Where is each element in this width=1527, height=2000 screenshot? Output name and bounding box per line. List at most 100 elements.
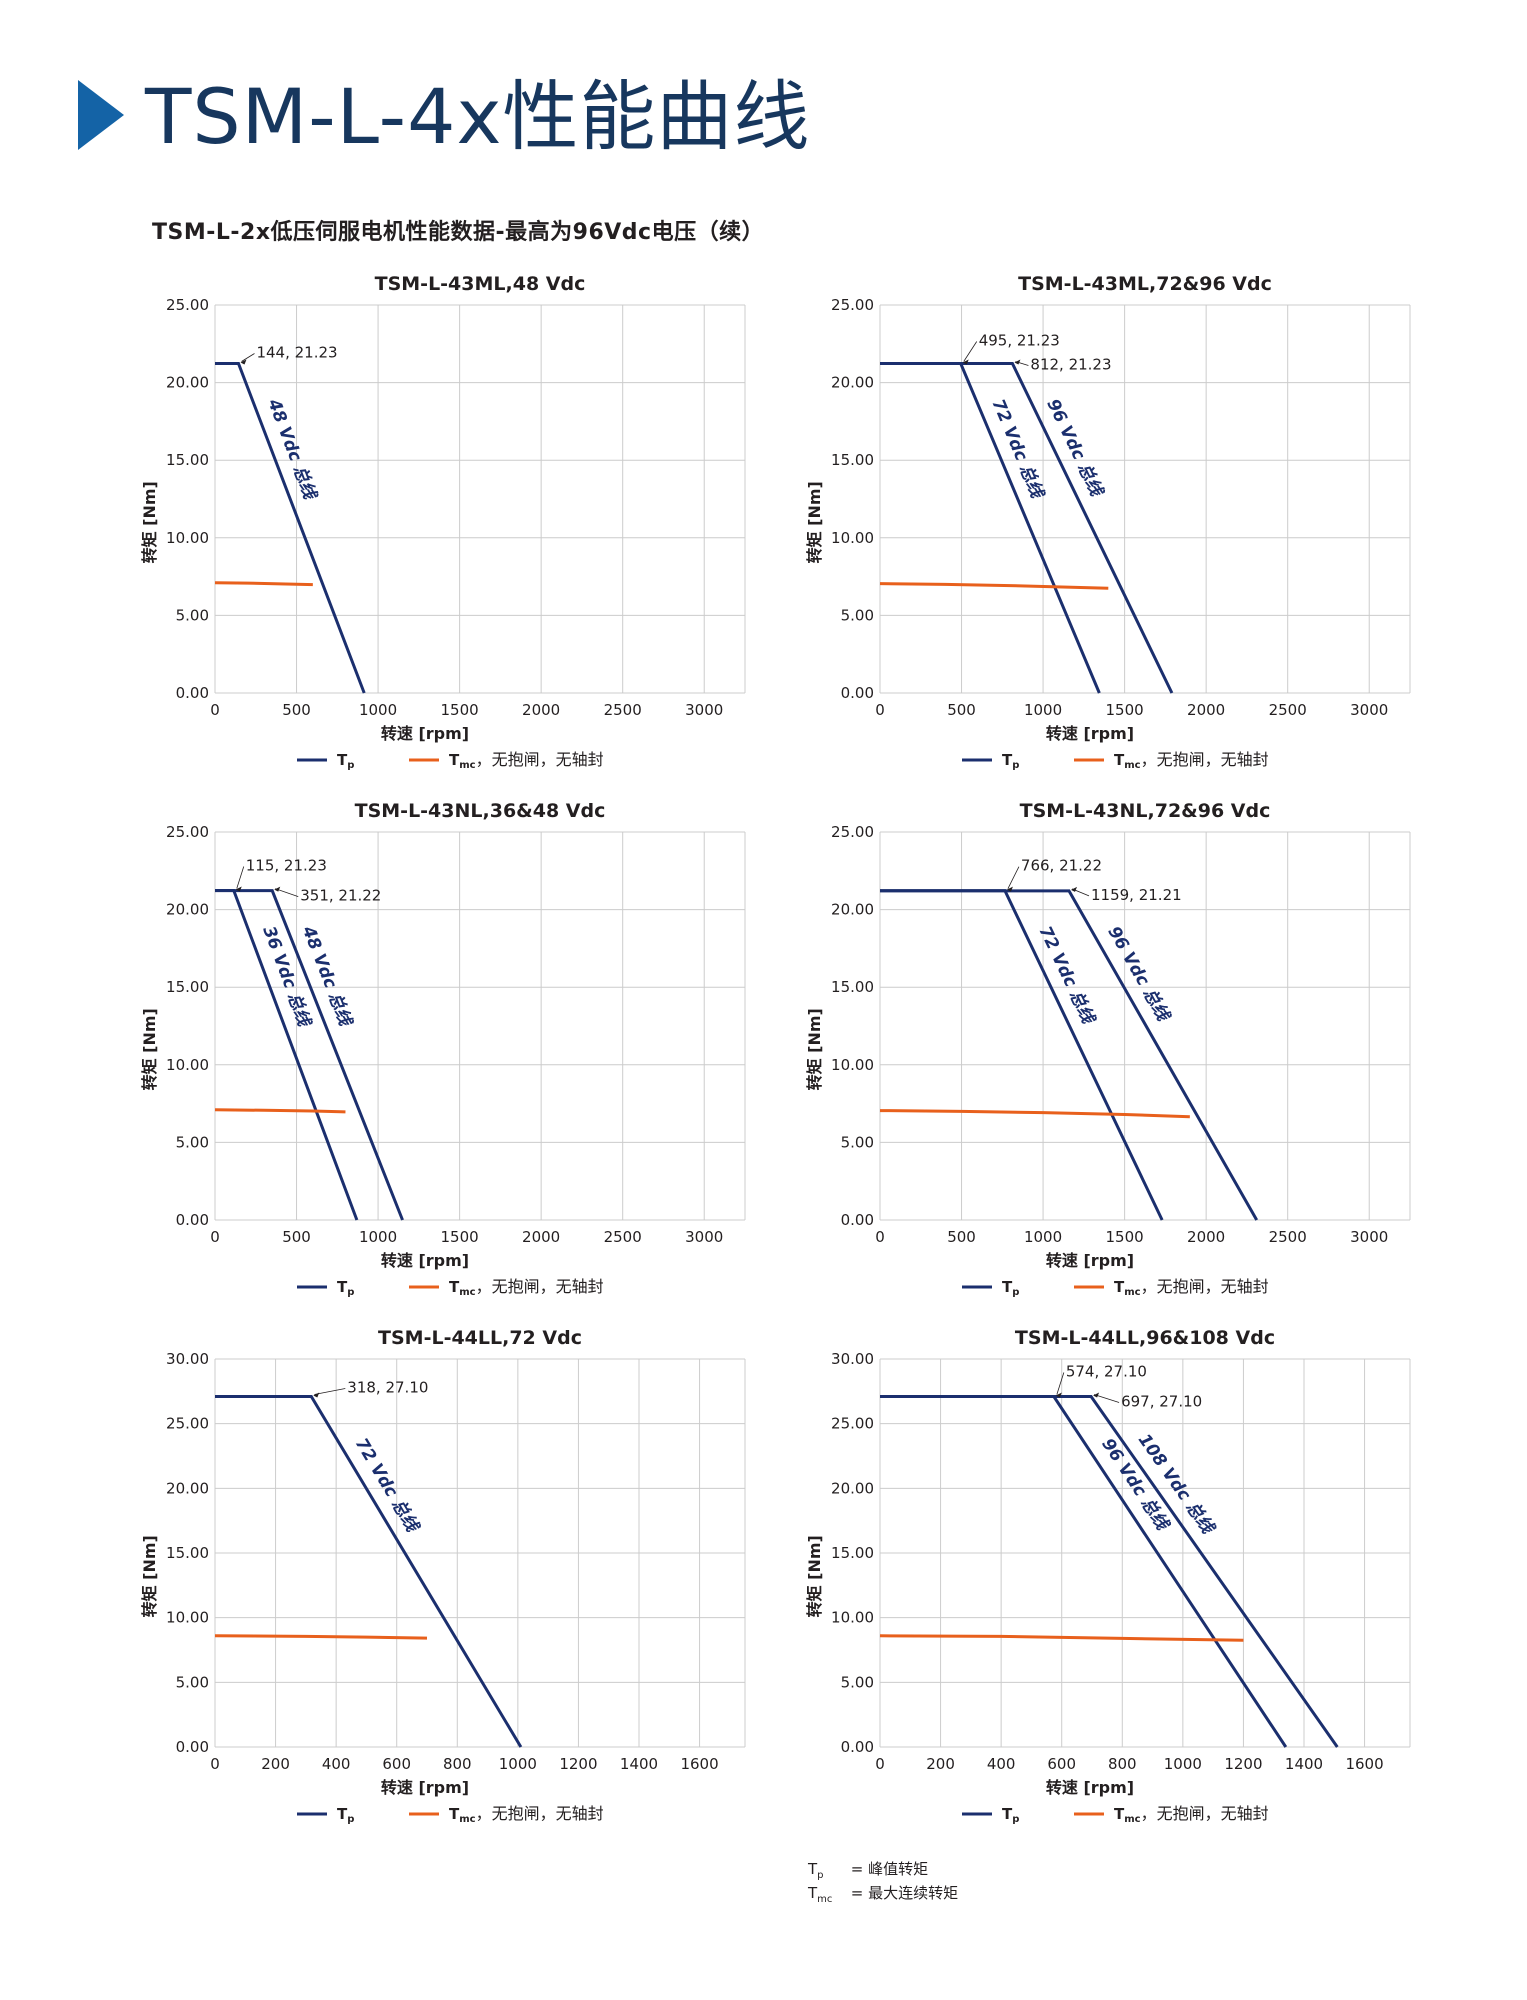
annotation-arrow-icon bbox=[240, 359, 247, 365]
x-tick-label: 1500 bbox=[1106, 1228, 1144, 1246]
legend-tmc-suffix: ，无抱闸，无轴封 bbox=[1141, 750, 1269, 769]
x-tick-label: 3000 bbox=[1350, 1228, 1388, 1246]
x-tick-label: 2500 bbox=[1269, 1228, 1307, 1246]
annotation-leader-line bbox=[236, 866, 245, 889]
legend-tmc-label: Tmc，无抱闸，无轴封 bbox=[449, 750, 604, 771]
x-tick-label: 0 bbox=[210, 701, 220, 719]
y-tick-label: 15.00 bbox=[831, 978, 874, 996]
legend-tp-label: Tp bbox=[337, 1805, 354, 1825]
footnote-tmc-symbol: Tmc bbox=[808, 1884, 833, 1905]
y-tick-label: 25.00 bbox=[166, 1415, 209, 1433]
x-tick-label: 2500 bbox=[1269, 701, 1307, 719]
y-tick-label: 15.00 bbox=[166, 1544, 209, 1562]
y-tick-label: 5.00 bbox=[841, 1133, 874, 1151]
x-tick-label: 1400 bbox=[620, 1755, 658, 1773]
y-axis-title: 转矩 [Nm] bbox=[140, 1008, 159, 1090]
x-tick-label: 2000 bbox=[522, 1228, 560, 1246]
x-tick-label: 1000 bbox=[359, 701, 397, 719]
tmc-series-line bbox=[214, 1634, 428, 1640]
annotation-label: 574, 27.10 bbox=[1066, 1363, 1147, 1381]
annotation-label: 351, 21.22 bbox=[300, 887, 381, 905]
chart-svg: TSM-L-43ML,48 Vdc 0.00 5.00 10.00 15.00 20.00… bbox=[140, 273, 746, 771]
x-tick-label: 2000 bbox=[1187, 701, 1225, 719]
y-tick-label: 25.00 bbox=[831, 1415, 874, 1433]
x-tick-label: 500 bbox=[947, 1228, 976, 1246]
y-tick-label: 0.00 bbox=[176, 1211, 209, 1229]
x-tick-label: 500 bbox=[282, 1228, 311, 1246]
legend-tp-subscript: p bbox=[347, 1287, 354, 1298]
chart-44ll-72: TSM-L-44LL,72 Vdc 0.00 5.00 10.00 15.00 20.00… bbox=[115, 1322, 835, 1825]
chart-svg: TSM-L-44LL,72 Vdc 0.00 5.00 10.00 15.00 20.00… bbox=[140, 1327, 746, 1825]
chart-title: TSM-L-44LL,72 Vdc bbox=[378, 1327, 582, 1349]
annotation-arrow-icon bbox=[1093, 1392, 1100, 1398]
x-tick-label: 0 bbox=[875, 701, 885, 719]
annotation-label: 1159, 21.21 bbox=[1091, 886, 1182, 904]
y-tick-label: 25.00 bbox=[166, 823, 209, 841]
x-tick-label: 1200 bbox=[559, 1755, 597, 1773]
y-tick-label: 5.00 bbox=[841, 1673, 874, 1691]
annotation-leader-line bbox=[1056, 1372, 1065, 1395]
y-axis-title: 转矩 [Nm] bbox=[140, 481, 159, 563]
chart-svg: TSM-L-43NL,36&48 Vdc 0.00 5.00 10.00 15.00 20… bbox=[140, 800, 746, 1298]
y-tick-label: 15.00 bbox=[831, 451, 874, 469]
tmc-series-line bbox=[214, 1108, 346, 1114]
footnote-tp-symbol: Tp bbox=[808, 1860, 824, 1881]
x-tick-label: 0 bbox=[875, 1228, 885, 1246]
chart-43ml-48: TSM-L-43ML,48 Vdc 0.00 5.00 10.00 15.00 20.00… bbox=[115, 268, 835, 771]
annotation-label: 495, 21.23 bbox=[979, 332, 1060, 350]
x-tick-label: 0 bbox=[210, 1228, 220, 1246]
annotation-leader-line bbox=[241, 353, 255, 362]
legend-tp-label: Tp bbox=[337, 1278, 354, 1298]
x-tick-label: 1500 bbox=[441, 1228, 479, 1246]
x-tick-label: 400 bbox=[322, 1755, 351, 1773]
tp-series-line bbox=[215, 362, 366, 694]
x-tick-label: 2500 bbox=[604, 701, 642, 719]
legend-tmc-suffix: ，无抱闸，无轴封 bbox=[1141, 1277, 1269, 1296]
chart-title: TSM-L-43ML,48 Vdc bbox=[375, 273, 586, 295]
footnote-tp-desc: = 峰值转矩 bbox=[850, 1860, 929, 1878]
y-tick-label: 10.00 bbox=[831, 1609, 874, 1627]
legend-tp-label: Tp bbox=[1002, 1278, 1019, 1298]
x-tick-label: 3000 bbox=[685, 1228, 723, 1246]
y-tick-label: 10.00 bbox=[166, 1056, 209, 1074]
y-tick-label: 20.00 bbox=[166, 901, 209, 919]
x-tick-label: 1600 bbox=[1345, 1755, 1383, 1773]
annotation-leader-line bbox=[1093, 1394, 1120, 1403]
legend-tmc-subscript: mc bbox=[1124, 760, 1140, 771]
x-axis-title: 转速 [rpm] bbox=[381, 1251, 469, 1270]
x-tick-label: 3000 bbox=[1350, 701, 1388, 719]
annotation-leader-line bbox=[963, 341, 978, 362]
y-tick-label: 10.00 bbox=[166, 1609, 209, 1627]
x-tick-label: 1500 bbox=[1106, 701, 1144, 719]
y-axis-title: 转矩 [Nm] bbox=[140, 1535, 159, 1617]
x-tick-label: 800 bbox=[443, 1755, 472, 1773]
chart-43ml-72-96: TSM-L-43ML,72&96 Vdc 0.00 5.00 10.00 15.00 20… bbox=[780, 268, 1500, 771]
tmc-series-line bbox=[214, 581, 313, 587]
annotation-label: 115, 21.23 bbox=[246, 857, 327, 875]
title-triangle-icon bbox=[78, 80, 124, 150]
x-tick-label: 500 bbox=[282, 701, 311, 719]
x-tick-label: 2000 bbox=[1187, 1228, 1225, 1246]
legend-tmc-subscript: mc bbox=[1124, 1814, 1140, 1825]
legend-tp-label: Tp bbox=[1002, 751, 1019, 771]
footnote-tp: Tp = 峰值转矩 bbox=[808, 1858, 928, 1881]
legend-tmc-label: Tmc，无抱闸，无轴封 bbox=[449, 1277, 604, 1298]
x-tick-label: 1200 bbox=[1224, 1755, 1262, 1773]
legend-tmc-label: Tmc，无抱闸，无轴封 bbox=[449, 1804, 604, 1825]
x-tick-label: 200 bbox=[926, 1755, 955, 1773]
chart-title: TSM-L-43ML,72&96 Vdc bbox=[1018, 273, 1272, 295]
legend-tmc-subscript: mc bbox=[459, 1287, 475, 1298]
x-tick-label: 400 bbox=[987, 1755, 1016, 1773]
chart-svg: TSM-L-43ML,72&96 Vdc 0.00 5.00 10.00 15.00 20… bbox=[805, 273, 1411, 771]
y-tick-label: 0.00 bbox=[176, 1738, 209, 1756]
y-tick-label: 20.00 bbox=[166, 374, 209, 392]
chart-44ll-96-108: TSM-L-44LL,96&108 Vdc 0.00 5.00 10.00 15.00 2… bbox=[780, 1322, 1500, 1825]
x-tick-label: 200 bbox=[261, 1755, 290, 1773]
y-tick-label: 0.00 bbox=[841, 1211, 874, 1229]
annotation-arrow-icon bbox=[1055, 1392, 1062, 1398]
y-tick-label: 5.00 bbox=[176, 606, 209, 624]
y-tick-label: 0.00 bbox=[176, 684, 209, 702]
y-axis-title: 转矩 [Nm] bbox=[805, 1535, 824, 1617]
x-tick-label: 2000 bbox=[522, 701, 560, 719]
y-tick-label: 10.00 bbox=[166, 529, 209, 547]
